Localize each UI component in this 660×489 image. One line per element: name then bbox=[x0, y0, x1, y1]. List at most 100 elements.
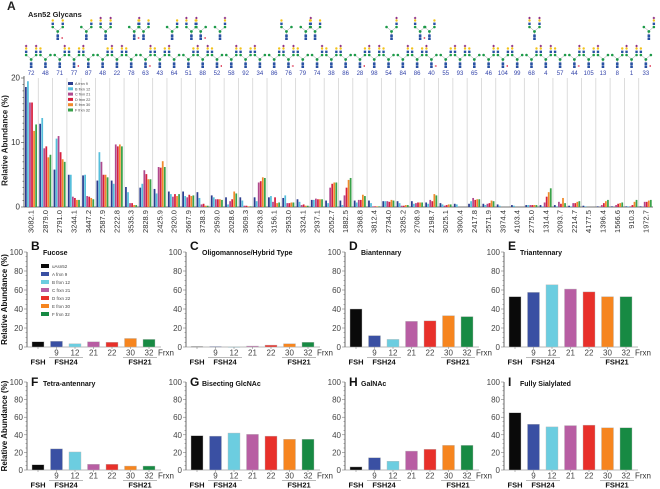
glcnac-icon bbox=[320, 50, 324, 53]
legend-panel-b bbox=[41, 264, 49, 316]
group-label: FSH bbox=[31, 481, 46, 489]
bar-a-frxn-9 bbox=[325, 200, 327, 207]
fucose-icon bbox=[362, 65, 365, 67]
glcnac-icon bbox=[372, 62, 376, 65]
glcnac-icon bbox=[104, 34, 107, 37]
sialic-acid-icon bbox=[309, 16, 313, 20]
bar-f-frxn-32 bbox=[564, 203, 566, 207]
bar-a-frxn-9 bbox=[67, 174, 70, 207]
glcnac-icon bbox=[187, 62, 190, 65]
mannose-icon bbox=[204, 25, 207, 29]
y-tick-label: 80 bbox=[14, 396, 23, 405]
sialic-acid-icon bbox=[194, 16, 198, 20]
bar-f-frxn-32 bbox=[378, 206, 381, 207]
glcnac-icon bbox=[487, 62, 490, 65]
x-tick-label: 2734.0 bbox=[384, 210, 393, 233]
glcnac-icon bbox=[308, 22, 312, 25]
mannose-icon bbox=[39, 53, 42, 57]
x-tick-label: 2828.9 bbox=[141, 210, 150, 233]
bar-a-frxn-9 bbox=[96, 180, 99, 207]
glcnac-icon bbox=[34, 50, 38, 53]
bar-32 bbox=[460, 445, 474, 471]
glcnac-icon bbox=[533, 37, 536, 40]
mannose-icon bbox=[413, 25, 417, 29]
y-tick-label: 20 bbox=[332, 448, 341, 457]
glcnac-icon bbox=[201, 65, 204, 68]
mannose-icon bbox=[77, 53, 81, 57]
x-tick-label: 2937.1 bbox=[313, 210, 322, 233]
x-tick-label: 21 bbox=[566, 472, 575, 481]
bar-a-frxn-9 bbox=[468, 203, 470, 207]
y-tick-label: 60 bbox=[14, 413, 23, 422]
mannose-icon bbox=[220, 53, 224, 57]
mannose-icon bbox=[63, 53, 67, 57]
x-tick-label: 1882.5 bbox=[341, 210, 350, 233]
mannose-icon bbox=[433, 25, 436, 29]
x-tick-label: 3535.3 bbox=[127, 210, 136, 233]
glcnac-icon bbox=[395, 22, 398, 25]
x-axis-label: Frxn bbox=[476, 349, 492, 358]
mannose-icon bbox=[194, 25, 197, 29]
bar-d-frxn-22 bbox=[345, 187, 348, 207]
glcnac-icon bbox=[601, 65, 605, 68]
x-tick-label: 3812.4 bbox=[370, 210, 379, 233]
bar-d-frxn-22 bbox=[617, 203, 620, 207]
bar-f-frxn-32 bbox=[435, 195, 438, 207]
mannose-icon bbox=[435, 53, 438, 57]
bar-21 bbox=[564, 288, 577, 348]
galactose-icon bbox=[175, 19, 179, 22]
mannose-icon bbox=[258, 58, 262, 61]
glycan-id-label: 48 bbox=[42, 71, 49, 77]
sialic-acid-icon bbox=[184, 16, 188, 20]
galactose-icon bbox=[77, 47, 81, 50]
panel-letter-g: G bbox=[190, 375, 199, 389]
bar-21 bbox=[246, 345, 259, 348]
bar-d-frxn-22 bbox=[431, 201, 434, 207]
galactose-icon bbox=[82, 47, 85, 50]
bar-e-frxn-30 bbox=[376, 206, 379, 207]
x-axis-label: Frxn bbox=[476, 472, 492, 481]
glcnac-icon bbox=[101, 62, 104, 65]
bar-b-frxn-12 bbox=[341, 205, 344, 207]
x-tick-label: 1566.6 bbox=[613, 210, 622, 233]
galactose-icon bbox=[510, 47, 514, 50]
mannose-icon bbox=[415, 58, 419, 61]
bar-32 bbox=[142, 339, 156, 348]
bar-b-frxn-12 bbox=[584, 206, 587, 207]
glycan-structure-icon bbox=[425, 44, 438, 68]
x-tick-label: 30 bbox=[285, 472, 294, 481]
bar-f-frxn-32 bbox=[135, 205, 138, 207]
bar-f-frxn-32 bbox=[421, 202, 423, 207]
bar-f-frxn-32 bbox=[406, 205, 409, 207]
galactose-icon bbox=[249, 47, 252, 50]
glcnac-icon bbox=[378, 50, 381, 53]
bar-e-frxn-30 bbox=[533, 205, 536, 207]
glycan-structure-icon bbox=[410, 47, 424, 68]
bar-d-frxn-22 bbox=[359, 199, 362, 207]
bar-e-frxn-30 bbox=[547, 192, 550, 207]
glcnac-icon bbox=[587, 62, 590, 65]
y-axis-title: Relative Abundance (%) bbox=[0, 380, 9, 471]
sialic-acid-icon bbox=[34, 44, 38, 48]
y-tick-label: 40 bbox=[14, 431, 23, 440]
x-tick-label: 22 bbox=[267, 349, 276, 358]
glcnac-icon bbox=[468, 50, 471, 53]
glcnac-icon bbox=[199, 37, 202, 40]
glcnac-icon bbox=[515, 65, 519, 68]
mannose-icon bbox=[320, 53, 324, 57]
glcnac-icon bbox=[344, 65, 347, 68]
x-tick-label: 2667.9 bbox=[184, 210, 193, 233]
mannose-icon bbox=[439, 53, 443, 57]
bar-a-frxn-9 bbox=[139, 187, 142, 207]
mannose-icon bbox=[420, 53, 424, 57]
x-tick-label: 22 bbox=[108, 472, 117, 481]
mannose-icon bbox=[649, 53, 653, 57]
glcnac-icon bbox=[538, 22, 541, 25]
glcnac-icon bbox=[533, 34, 536, 37]
x-tick-label: 3285.2 bbox=[398, 210, 407, 233]
glcnac-icon bbox=[615, 62, 619, 65]
bar-f-frxn-32 bbox=[78, 199, 80, 207]
glcnac-icon bbox=[301, 62, 305, 65]
fucose-icon bbox=[291, 65, 294, 67]
bar-e-frxn-30 bbox=[147, 179, 150, 207]
